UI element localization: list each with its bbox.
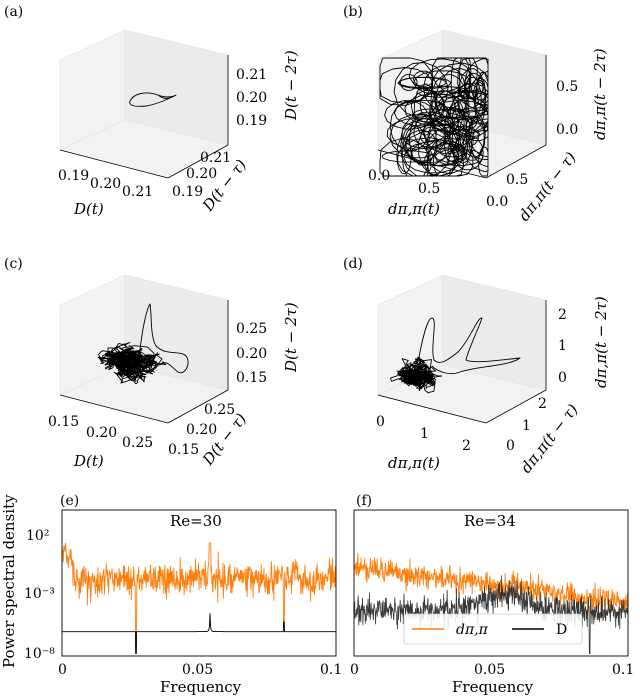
y-tick-a-1: 0.20 (186, 166, 217, 182)
panel-a: (a) 0.19 0.20 0.21 D(t) 0.19 0.20 0.21 D… (4, 4, 300, 218)
z-label-d: dπ,π(t − 2τ) (592, 296, 610, 388)
trajectory-c (97, 341, 167, 385)
panel-label-d: (d) (343, 256, 363, 272)
legend-label-2: D (556, 622, 567, 638)
y-axis-c (167, 389, 229, 424)
panel-label-c: (c) (4, 256, 23, 272)
z-tick-d-1: 1 (558, 338, 567, 354)
excursion-c (139, 303, 189, 374)
x-label-f: Frequency (452, 678, 534, 696)
panel-d: (d) 0 1 2 dπ,π(t) 0 1 2 dπ,π(t − τ) 0 1 … (343, 256, 610, 476)
x-label-d: dπ,π(t) (388, 454, 440, 472)
z-tick-d-0: 0 (558, 370, 567, 386)
psd-y-label: Power spectral density (0, 494, 18, 668)
x-label-b: dπ,π(t) (388, 200, 440, 218)
y-axis-d (485, 389, 547, 424)
panel-label-a: (a) (4, 4, 23, 20)
re-title-f: Re=34 (464, 512, 516, 530)
legend-label-1: dπ,π (456, 622, 489, 638)
y-tick-b-0: 0.0 (486, 194, 508, 210)
z-tick-b-0: 0.0 (556, 122, 578, 138)
attractor-d (390, 356, 443, 394)
psd-series-D-e (62, 613, 336, 655)
x-tick-e-1: 0.05 (182, 662, 213, 678)
x-tick-d-1: 1 (420, 426, 429, 442)
y-tick-c-1: 0.20 (186, 422, 217, 438)
y-axis-b (485, 144, 547, 179)
re-title-e: Re=30 (170, 512, 222, 530)
x-tick-e-0: 0 (58, 662, 67, 678)
z-tick-d-2: 2 (558, 307, 567, 323)
x-tick-e-2: 0.1 (320, 662, 342, 678)
z-label-b: dπ,π(t − 2τ) (591, 48, 609, 140)
frame-f (353, 509, 629, 657)
panel-label-e: (e) (60, 493, 79, 509)
y-tick-d-2: 2 (538, 396, 547, 412)
x-label-a: D(t) (73, 200, 104, 218)
x-tick-c-1: 0.20 (86, 425, 117, 441)
y-label-c: D(t − τ) (198, 410, 250, 469)
x-tick-b-0: 0.0 (368, 168, 390, 184)
y-tick-d-1: 1 (522, 418, 531, 434)
z-label-a: D(t − 2τ) (282, 50, 300, 121)
x-tick-f-2: 0.1 (612, 662, 634, 678)
psd-series-dpipi-e (61, 542, 337, 652)
x-tick-d-2: 2 (462, 438, 471, 454)
z-label-c: D(t − 2τ) (282, 302, 300, 373)
y-tick-d-0: 0 (506, 438, 515, 454)
attractor-c (97, 303, 189, 385)
z-tick-a-2: 0.21 (236, 67, 267, 83)
panel-label-f: (f) (356, 493, 372, 509)
y-tick-c-0: 0.15 (168, 442, 199, 458)
z-tick-b-1: 0.5 (556, 79, 578, 95)
z-tick-c-0: 0.15 (236, 370, 267, 386)
z-tick-a-1: 0.20 (236, 90, 267, 106)
y-tick-a-2: 0.21 (200, 150, 231, 166)
x-label-e: Frequency (160, 678, 242, 696)
frame-e (61, 509, 337, 657)
panel-c: (c) 0.15 0.20 0.25 D(t) 0.15 0.20 0.25 D… (4, 256, 300, 470)
x-axis-d (377, 394, 487, 424)
x-tick-c-0: 0.15 (48, 414, 79, 430)
x-tick-f-1: 0.05 (474, 662, 505, 678)
legend-box (403, 613, 583, 645)
panel-label-b: (b) (343, 4, 363, 20)
y-tick-b-1: 0.5 (506, 172, 528, 188)
y-label-d: dπ,π(t − τ) (517, 400, 582, 476)
y-tick-e-2: 10⁻⁸ (24, 646, 55, 662)
x-tick-f-0: 0 (350, 662, 359, 678)
x-axis-c (59, 394, 169, 424)
x-tick-c-2: 0.25 (122, 435, 153, 451)
trajectory-b (379, 57, 489, 177)
x-tick-a-0: 0.19 (58, 168, 89, 184)
legend: dπ,π D (403, 613, 583, 645)
y-axis-a (167, 144, 229, 179)
x-tick-d-0: 0 (376, 414, 385, 430)
trajectory-d (390, 356, 443, 394)
x-tick-a-2: 0.21 (122, 184, 153, 200)
panel-f: (f) Re=34 dπ,π D 0 0.05 0.1 Frequency (350, 493, 634, 696)
x-tick-b-1: 0.5 (418, 181, 440, 197)
z-tick-c-1: 0.20 (236, 346, 267, 362)
attractor-b (379, 57, 489, 177)
x-axis-b (377, 149, 487, 179)
z-tick-c-2: 0.25 (236, 321, 267, 337)
x-tick-a-1: 0.20 (90, 176, 121, 192)
trajectory-a (129, 92, 177, 107)
y-tick-a-0: 0.19 (172, 184, 203, 200)
excursion-d (417, 317, 521, 375)
psd-series-dpipi-f (353, 552, 629, 622)
y-tick-e-0: 10² (26, 528, 49, 544)
x-axis-a (59, 149, 169, 179)
x-label-c: D(t) (73, 452, 104, 470)
panel-b: (b) 0.0 0.5 dπ,π(t) 0.0 0.5 dπ,π(t − τ) … (343, 4, 609, 224)
y-tick-c-2: 0.25 (204, 402, 235, 418)
y-tick-e-1: 10⁻³ (24, 586, 55, 602)
z-tick-a-0: 0.19 (236, 113, 267, 129)
psd-plot-e (61, 542, 337, 655)
panel-e: (e) Power spectral density 10² 10⁻³ 10⁻⁸… (0, 493, 342, 696)
